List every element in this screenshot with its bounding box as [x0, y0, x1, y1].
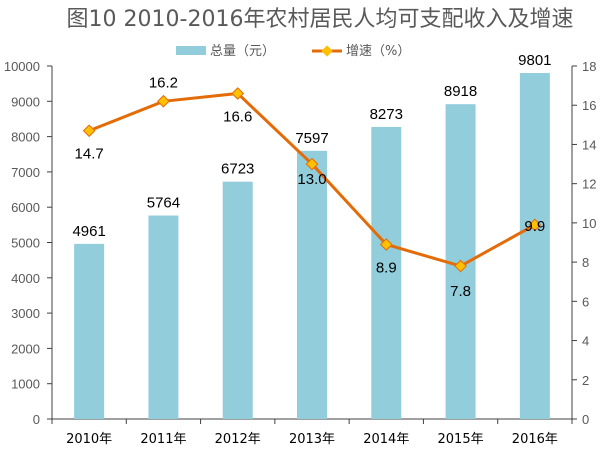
x-tick-label: 2011年 [140, 432, 186, 447]
right-tick-label: 16 [582, 98, 596, 113]
line-marker [454, 259, 467, 273]
line-marker [82, 124, 96, 138]
line-marker [231, 87, 245, 100]
bar-data-label: 8273 [370, 106, 403, 123]
left-tick-label: 2000 [11, 341, 40, 356]
left-tick-label: 0 [33, 412, 40, 427]
right-tick-label: 10 [582, 216, 596, 231]
line-data-label: 13.0 [297, 171, 326, 188]
line-data-label: 16.6 [223, 108, 252, 125]
left-tick-label: 9000 [11, 94, 40, 109]
line-data-label: 14.7 [75, 146, 104, 163]
right-tick-label: 12 [582, 177, 596, 192]
left-tick-label: 1000 [11, 377, 40, 392]
right-tick-label: 0 [582, 412, 589, 427]
left-tick-label: 3000 [11, 306, 40, 321]
left-tick-label: 5000 [11, 236, 40, 251]
x-tick-label: 2014年 [363, 432, 409, 447]
line-data-label: 8.9 [376, 259, 397, 276]
bar-data-label: 7597 [295, 130, 328, 147]
x-tick-label: 2010年 [66, 432, 112, 447]
right-tick-label: 8 [582, 255, 589, 270]
line-marker [157, 94, 170, 108]
line-data-label: 16.2 [149, 74, 178, 91]
bar [297, 150, 327, 419]
left-tick-label: 4000 [11, 271, 40, 286]
legend-line-label: 增速（%） [346, 44, 410, 59]
left-tick-label: 7000 [11, 165, 40, 180]
bar [519, 73, 550, 420]
left-tick-label: 10000 [4, 59, 40, 74]
left-tick-label: 8000 [11, 130, 40, 145]
x-tick-label: 2012年 [215, 432, 261, 447]
bar-data-label: 8918 [444, 83, 477, 100]
bar-data-label: 9801 [518, 52, 551, 69]
line-data-label: 9.9 [524, 218, 545, 235]
bar [222, 181, 253, 419]
left-tick-label: 6000 [11, 200, 40, 215]
right-tick-label: 2 [582, 373, 589, 388]
legend-bar-swatch [176, 46, 206, 55]
bar-data-label: 4961 [72, 223, 105, 240]
line-marker [379, 238, 393, 251]
line-marker [528, 218, 542, 232]
right-tick-label: 6 [582, 294, 589, 309]
line-marker [305, 157, 319, 171]
right-tick-label: 4 [582, 334, 589, 349]
line-data-label: 7.8 [450, 283, 471, 300]
legend: 总量（元） 增速（%） [176, 44, 410, 59]
legend-bar-label: 总量（元） [210, 44, 275, 59]
bar [371, 126, 402, 419]
x-tick-label: 2015年 [438, 432, 484, 447]
bar-data-label: 5764 [147, 195, 180, 212]
right-tick-label: 18 [582, 59, 596, 74]
x-tick-label: 2013年 [289, 432, 335, 447]
bar [74, 243, 105, 419]
legend-line-marker [321, 45, 333, 57]
right-tick-label: 14 [582, 137, 596, 152]
x-tick-label: 2016年 [512, 432, 558, 447]
chart-title: 图10 2010-2016年农村居民人均可支配收入及增速 [67, 7, 574, 32]
bar-data-label: 6723 [221, 161, 254, 178]
bar [148, 215, 179, 419]
